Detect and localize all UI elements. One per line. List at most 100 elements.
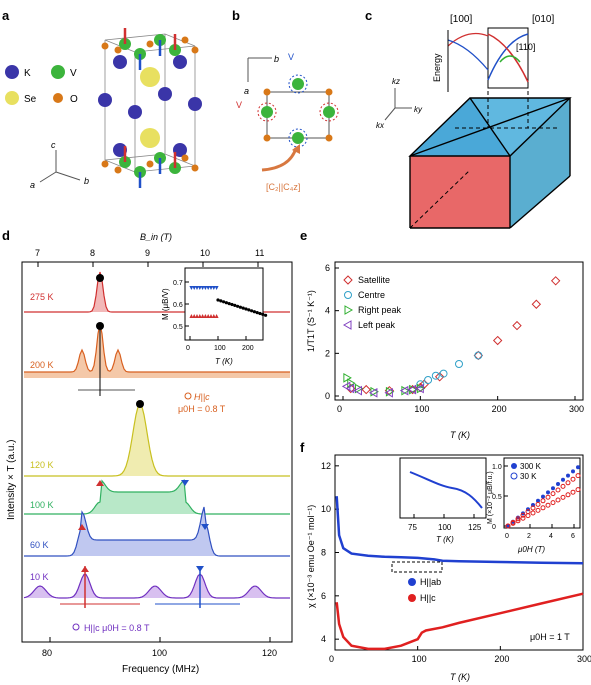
f-inset2-legend-30: 30 K bbox=[520, 472, 537, 481]
c-energy-label: Energy bbox=[432, 53, 442, 82]
d-inset-blue-point bbox=[189, 286, 194, 290]
b-symmetry-label: [C₂||C₄z] bbox=[266, 182, 300, 192]
e-xtick-label: 200 bbox=[492, 404, 507, 414]
temp-60K: 60 K bbox=[30, 540, 49, 550]
f-inset2-point-300K bbox=[506, 524, 510, 528]
e-point-satellite bbox=[512, 320, 522, 331]
d-top-ticks: 7 8 9 10 11 bbox=[35, 248, 264, 267]
f-inset2-xtick-label: 2 bbox=[527, 533, 531, 540]
f-inset2-point-30K-b bbox=[555, 487, 561, 493]
f-inset2-point-300K bbox=[551, 486, 555, 491]
d-inset-black-point bbox=[224, 301, 228, 305]
d-inset-red-point bbox=[206, 314, 211, 318]
d-inset-black-point bbox=[247, 308, 251, 312]
e-legend-label: Centre bbox=[358, 290, 385, 300]
d-bottom-tick-label: 120 bbox=[262, 648, 277, 658]
c-dir-010: [010] bbox=[532, 14, 554, 25]
d-inset-black-point bbox=[258, 311, 262, 316]
f-inset2-point-300K bbox=[536, 498, 540, 503]
c-dir-110: [110] bbox=[516, 42, 535, 52]
f-inset2-xtick-label: 0 bbox=[505, 533, 509, 540]
d-inset-red-point bbox=[197, 314, 202, 318]
d-inset-red-point bbox=[189, 314, 194, 318]
d-inset-blue-point bbox=[192, 286, 197, 290]
f-ytick-label: 8 bbox=[321, 548, 326, 558]
d-inset-blue-point bbox=[211, 286, 216, 290]
d-inset-blue-point bbox=[214, 286, 219, 290]
f-inset2-point-30K bbox=[575, 487, 581, 493]
b-v-down-label: V bbox=[288, 52, 294, 62]
e-legend-marker-centre bbox=[344, 291, 352, 299]
f-ytick-label: 12 bbox=[321, 461, 331, 471]
d-inset-black-point bbox=[230, 302, 234, 307]
f-inset2-point-30K bbox=[550, 500, 556, 506]
legend-v-atom bbox=[51, 65, 65, 79]
f-inset1-xtick-label: 75 bbox=[408, 523, 417, 532]
d-inset-ylabel: M (μB/V) bbox=[161, 288, 170, 320]
e-ytick-label: 0 bbox=[325, 391, 330, 401]
f-inset2-xtick-label: 4 bbox=[549, 533, 553, 540]
f-legend bbox=[408, 578, 416, 602]
spectrum-line-2 bbox=[24, 402, 290, 477]
e-point-left-peak bbox=[353, 385, 362, 396]
d-inset-blue-point bbox=[206, 286, 211, 290]
d-bottom-ticks: 80 100 120 bbox=[42, 637, 277, 658]
f-inset2-ylabel: M (×10⁻² μB/f.u.) bbox=[487, 471, 494, 524]
d-inset-black-point bbox=[264, 313, 268, 317]
e-point-satellite bbox=[550, 276, 561, 286]
f-inset2-ytick-label: 1.0 bbox=[492, 464, 502, 471]
e-point-satellite bbox=[492, 335, 503, 346]
e-legend: Satellite Centre Right peak Left peak bbox=[342, 275, 402, 330]
f-inset2-point-30K-b bbox=[550, 491, 556, 497]
f-inset2-point-30K-b bbox=[570, 476, 576, 482]
c-kx-label: kx bbox=[376, 121, 385, 130]
e-legend-marker-right bbox=[344, 305, 354, 315]
d-bottom-axis-label: Frequency (MHz) bbox=[122, 664, 199, 675]
f-inset2-point-30K-b bbox=[545, 494, 551, 500]
e-axes: 0 100 200 300 0 2 4 6 bbox=[325, 263, 584, 414]
e-point-right-peak bbox=[354, 383, 364, 394]
f-inset2-point-30K bbox=[565, 492, 571, 498]
e-point-satellite bbox=[531, 299, 542, 309]
e-legend-label: Left peak bbox=[358, 320, 396, 330]
f-curves bbox=[335, 496, 584, 651]
d-inset-ytick-label: 0.5 bbox=[173, 324, 183, 331]
d-inset-black-point bbox=[241, 306, 245, 310]
f-inset2-point-30K bbox=[515, 518, 521, 524]
e-xtick-label: 0 bbox=[337, 404, 342, 414]
f-inset2-point-30K-b bbox=[515, 516, 521, 522]
e-point-left-peak bbox=[368, 387, 378, 398]
peak-marker-275K bbox=[96, 274, 104, 282]
d-inset-black-point bbox=[261, 312, 265, 316]
panel-f-label: f bbox=[300, 440, 305, 455]
panel-c-label: c bbox=[365, 8, 372, 23]
axis-b-label: b bbox=[84, 176, 89, 186]
d-inset-xlabel: T (K) bbox=[215, 357, 233, 366]
d-inset-blue-point bbox=[200, 286, 205, 290]
f-curve-c bbox=[335, 592, 584, 651]
legend-o-label: O bbox=[70, 94, 78, 105]
e-xtick-label: 100 bbox=[414, 404, 429, 414]
d-inset-red-point bbox=[209, 314, 213, 318]
e-y-axis-label: 1/T1T (S⁻¹ K⁻¹) bbox=[306, 290, 316, 352]
f-inset2-point-300K bbox=[576, 465, 580, 470]
temp-120K: 120 K bbox=[30, 460, 54, 470]
d-field-note-10: H||c μ0H = 0.8 T bbox=[84, 623, 150, 633]
d-inset-black-point bbox=[219, 299, 223, 303]
d-inset-xtick-label: 100 bbox=[214, 345, 226, 352]
axis-c-label: c bbox=[51, 140, 56, 150]
temp-10K: 10 K bbox=[30, 572, 49, 582]
d-inset-black-point bbox=[238, 305, 242, 309]
d-inset-red-point bbox=[214, 314, 219, 318]
f-ytick-label: 10 bbox=[321, 504, 331, 514]
f-inset2-point-30K-b bbox=[530, 505, 536, 511]
temp-275K: 275 K bbox=[30, 292, 54, 302]
d-top-axis-label: B_in (T) bbox=[140, 232, 172, 242]
f-inset1-xlabel: T (K) bbox=[436, 535, 454, 544]
f-inset2-point-30K bbox=[540, 505, 546, 511]
spectrum-line-5 bbox=[23, 573, 290, 599]
peak-marker-120K bbox=[136, 400, 144, 408]
spectrum-line-1 bbox=[24, 323, 290, 373]
